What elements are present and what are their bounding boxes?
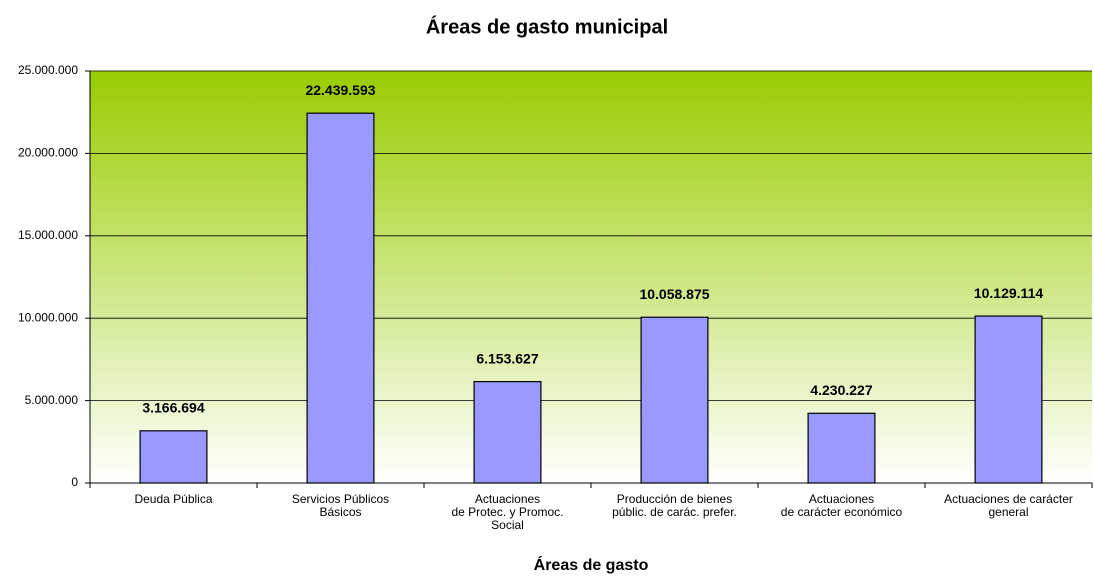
value-label: 10.129.114: [974, 285, 1044, 301]
chart-title: Áreas de gasto municipal: [426, 15, 668, 38]
x-axis-label: Áreas de gasto: [534, 555, 649, 574]
value-label: 4.230.227: [810, 382, 872, 398]
y-tick-label: 25.000.000: [18, 63, 78, 77]
x-tick-label: Servicios Públicos Básicos: [292, 492, 389, 519]
y-tick-label: 15.000.000: [18, 228, 78, 242]
plot-area: [90, 71, 1092, 483]
y-tick-label: 20.000.000: [18, 146, 78, 160]
y-tick-label: 0: [71, 475, 78, 489]
value-label: 22.439.593: [305, 82, 375, 98]
value-label: 3.166.694: [142, 400, 204, 416]
value-label: 6.153.627: [476, 350, 538, 366]
x-tick-label: Actuaciones de Protec. y Promoc. Social: [451, 492, 563, 532]
bar: [640, 316, 709, 484]
x-tick-label: Producción de bienes públic. de carác. pr…: [612, 492, 737, 519]
value-label: 10.058.875: [639, 286, 709, 302]
bar: [306, 112, 375, 484]
x-tick-label: Actuaciones de carácter económico: [781, 492, 903, 519]
y-tick-label: 5.000.000: [25, 393, 79, 407]
bar: [473, 380, 542, 484]
x-tick-label: Actuaciones de carácter general: [944, 492, 1073, 519]
bar: [974, 315, 1043, 484]
bar: [807, 412, 876, 484]
x-tick-label: Deuda Pública: [134, 492, 212, 506]
y-tick-label: 10.000.000: [18, 310, 78, 324]
bar: [139, 430, 208, 484]
